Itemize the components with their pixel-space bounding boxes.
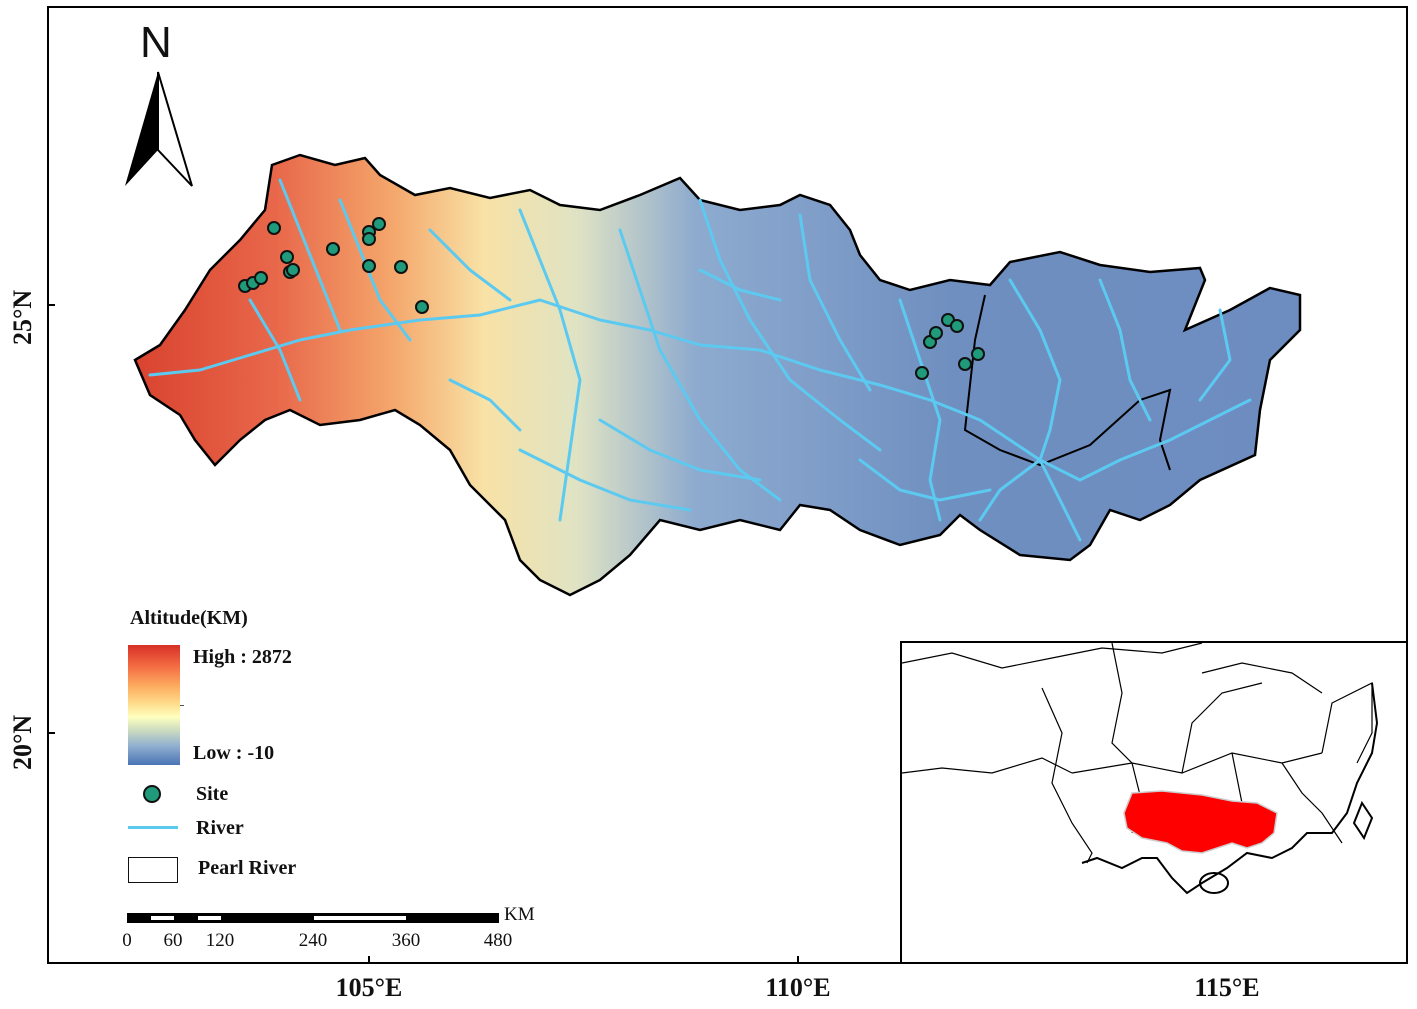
scale-tick-label: 480 bbox=[483, 930, 513, 951]
north-arrow bbox=[125, 71, 193, 187]
legend-river-label: River bbox=[196, 817, 244, 839]
legend-low-label: Low : -10 bbox=[193, 742, 275, 764]
scale-tick-label: 120 bbox=[205, 930, 235, 951]
north-letter: N bbox=[140, 18, 172, 67]
site-marker bbox=[286, 263, 300, 277]
site-marker bbox=[915, 366, 929, 380]
site-marker bbox=[950, 319, 964, 333]
scale-tick-label: 360 bbox=[391, 930, 421, 951]
scale-segment bbox=[151, 916, 174, 920]
site-marker bbox=[362, 232, 376, 246]
legend-title: Altitude(KM) bbox=[130, 607, 248, 629]
site-marker bbox=[372, 217, 386, 231]
site-marker bbox=[254, 271, 268, 285]
site-marker bbox=[394, 260, 408, 274]
inset-taiwan bbox=[1352, 800, 1374, 841]
site-legend-swatch bbox=[143, 785, 161, 803]
river-legend-swatch bbox=[128, 826, 178, 829]
legend-basin-label: Pearl River bbox=[198, 857, 297, 879]
basin-legend-swatch bbox=[128, 857, 178, 883]
legend-site-label: Site bbox=[196, 783, 229, 805]
site-markers bbox=[238, 217, 985, 380]
site-marker bbox=[267, 221, 281, 235]
inset-locator-map bbox=[900, 641, 1408, 964]
site-marker bbox=[971, 347, 985, 361]
inset-coastline bbox=[1081, 682, 1379, 895]
pearl-river-basin bbox=[133, 153, 1302, 597]
longitude-label-115: 115°E bbox=[1194, 973, 1260, 1002]
latitude-label-20: 20°N bbox=[8, 714, 37, 770]
site-marker bbox=[958, 357, 972, 371]
site-marker bbox=[326, 242, 340, 256]
scale-tick-label: 240 bbox=[298, 930, 328, 951]
latitude-label-25: 25°N bbox=[8, 289, 37, 345]
inset-hainan-island bbox=[1199, 872, 1229, 894]
inset-svg bbox=[902, 643, 1379, 895]
scale-unit: KM bbox=[504, 904, 535, 925]
scale-tick-label: 0 bbox=[122, 930, 132, 951]
site-marker bbox=[415, 300, 429, 314]
inset-pearl-river-basin bbox=[1123, 790, 1278, 854]
scale-segment bbox=[314, 916, 406, 920]
longitude-label-105: 105°E bbox=[335, 973, 403, 1002]
longitude-label-110: 110°E bbox=[765, 973, 831, 1002]
elevation-color-ramp bbox=[128, 645, 180, 765]
site-marker bbox=[929, 326, 943, 340]
site-marker bbox=[362, 259, 376, 273]
site-marker bbox=[280, 250, 294, 264]
sub-basin-boundary bbox=[963, 294, 1172, 471]
scale-tick-label: 60 bbox=[163, 930, 183, 951]
legend-high-label: High : 2872 bbox=[193, 646, 292, 668]
scale-bar bbox=[127, 913, 499, 923]
river-network bbox=[148, 178, 1252, 542]
scale-segment bbox=[198, 916, 221, 920]
ramp-tick bbox=[180, 705, 184, 706]
